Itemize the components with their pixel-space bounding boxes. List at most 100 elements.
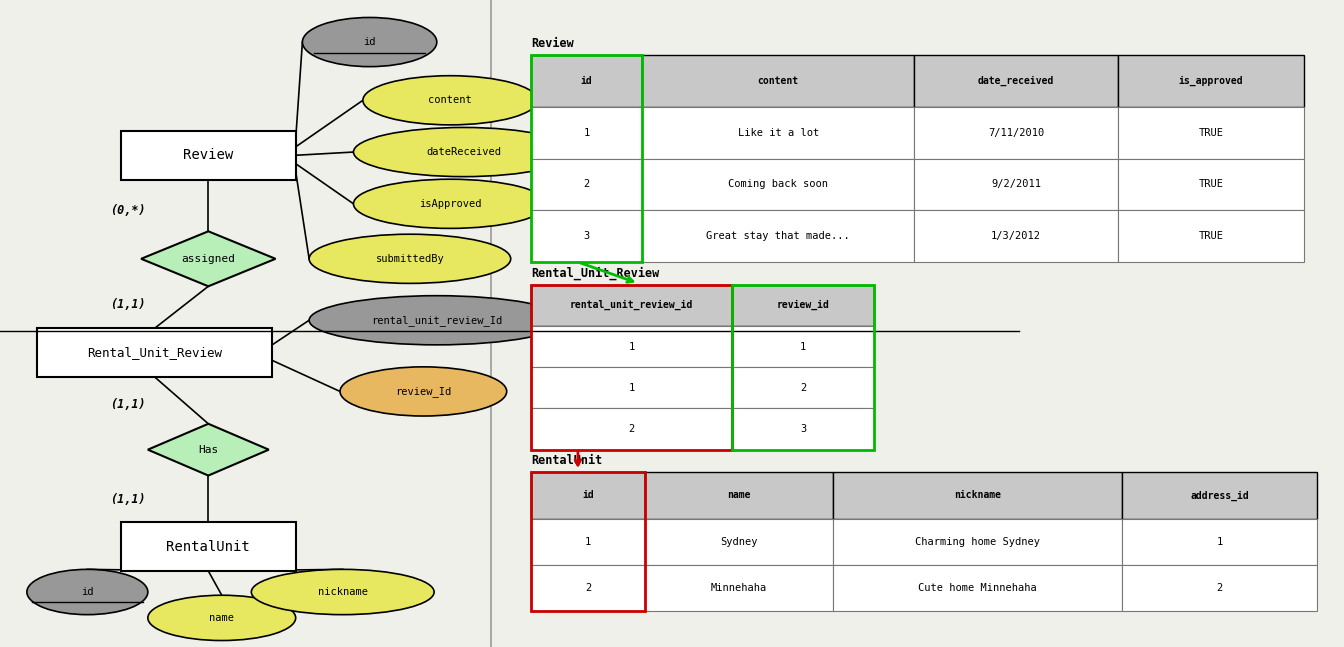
Bar xyxy=(645,519,833,565)
Text: id: id xyxy=(81,587,94,597)
Text: id: id xyxy=(582,490,594,501)
Bar xyxy=(531,159,642,210)
Text: 2: 2 xyxy=(800,383,806,393)
Bar xyxy=(642,107,914,159)
Bar xyxy=(531,565,645,611)
Text: Charming home Sydney: Charming home Sydney xyxy=(915,537,1040,547)
Bar xyxy=(121,523,296,571)
Polygon shape xyxy=(141,232,276,286)
Bar xyxy=(531,326,732,367)
Bar xyxy=(1118,55,1304,107)
Text: review_Id: review_Id xyxy=(395,386,452,397)
Text: id: id xyxy=(581,76,593,86)
Text: 1: 1 xyxy=(800,342,806,351)
Bar xyxy=(914,159,1118,210)
Text: 1/3/2012: 1/3/2012 xyxy=(991,231,1042,241)
Ellipse shape xyxy=(353,127,574,177)
Bar xyxy=(732,326,874,367)
Bar xyxy=(642,55,914,107)
Bar xyxy=(531,210,642,262)
Text: Sydney: Sydney xyxy=(720,537,758,547)
Text: 7/11/2010: 7/11/2010 xyxy=(988,127,1044,138)
Text: name: name xyxy=(727,490,751,501)
Text: Cute home Minnehaha: Cute home Minnehaha xyxy=(918,583,1038,593)
Text: TRUE: TRUE xyxy=(1199,127,1223,138)
Text: 3: 3 xyxy=(800,424,806,434)
Bar xyxy=(531,55,642,107)
Text: Review: Review xyxy=(183,148,234,162)
Text: TRUE: TRUE xyxy=(1199,179,1223,190)
Text: dateReceived: dateReceived xyxy=(426,147,501,157)
Bar xyxy=(1122,472,1317,519)
Bar xyxy=(531,55,642,262)
Bar xyxy=(531,472,645,611)
Bar xyxy=(914,55,1118,107)
Bar xyxy=(645,565,833,611)
Text: 1: 1 xyxy=(583,127,590,138)
Ellipse shape xyxy=(302,17,437,67)
Bar xyxy=(642,210,914,262)
Text: assigned: assigned xyxy=(181,254,235,264)
Text: Rental_Unit_Review: Rental_Unit_Review xyxy=(87,346,222,359)
Ellipse shape xyxy=(309,234,511,283)
Text: nickname: nickname xyxy=(317,587,368,597)
Bar xyxy=(732,408,874,450)
Text: date_received: date_received xyxy=(978,76,1055,86)
Bar xyxy=(914,107,1118,159)
Text: rental_unit_review_Id: rental_unit_review_Id xyxy=(371,315,503,325)
Ellipse shape xyxy=(251,569,434,615)
Text: 2: 2 xyxy=(585,583,591,593)
Bar xyxy=(833,519,1122,565)
Bar xyxy=(732,285,874,450)
Text: RentalUnit: RentalUnit xyxy=(531,454,602,467)
Bar xyxy=(531,285,732,450)
Text: rental_unit_review_id: rental_unit_review_id xyxy=(570,300,694,311)
Text: (1,1): (1,1) xyxy=(110,298,145,311)
Text: Rental_Unit_Review: Rental_Unit_Review xyxy=(531,266,659,280)
Ellipse shape xyxy=(309,296,564,345)
Text: Like it a lot: Like it a lot xyxy=(738,127,818,138)
Text: Has: Has xyxy=(198,444,219,455)
Bar xyxy=(732,367,874,408)
Ellipse shape xyxy=(148,595,296,641)
Text: 9/2/2011: 9/2/2011 xyxy=(991,179,1042,190)
Bar xyxy=(531,285,732,326)
Text: address_id: address_id xyxy=(1191,490,1249,501)
Text: 1: 1 xyxy=(585,537,591,547)
Text: 2: 2 xyxy=(629,424,634,434)
Bar xyxy=(833,565,1122,611)
Bar xyxy=(121,131,296,179)
Bar xyxy=(642,159,914,210)
Text: Minnehaha: Minnehaha xyxy=(711,583,767,593)
Text: (1,1): (1,1) xyxy=(110,493,145,506)
Text: (1,1): (1,1) xyxy=(110,398,145,411)
Ellipse shape xyxy=(340,367,507,416)
Polygon shape xyxy=(148,424,269,476)
Bar xyxy=(914,210,1118,262)
Text: Coming back soon: Coming back soon xyxy=(728,179,828,190)
Bar xyxy=(531,367,732,408)
Text: name: name xyxy=(210,613,234,623)
Text: content: content xyxy=(429,95,472,105)
Bar xyxy=(732,285,874,326)
Text: (0,*): (0,*) xyxy=(110,204,145,217)
Text: id: id xyxy=(363,37,376,47)
Text: 1: 1 xyxy=(629,342,634,351)
Bar xyxy=(531,519,645,565)
Text: review_id: review_id xyxy=(777,300,829,311)
Text: 1: 1 xyxy=(629,383,634,393)
Bar xyxy=(833,472,1122,519)
Ellipse shape xyxy=(363,76,538,125)
Bar xyxy=(1118,159,1304,210)
Text: 1: 1 xyxy=(1216,537,1223,547)
Text: Great stay that made...: Great stay that made... xyxy=(707,231,849,241)
Bar xyxy=(1118,210,1304,262)
Bar xyxy=(531,408,732,450)
Text: content: content xyxy=(758,76,798,86)
Text: TRUE: TRUE xyxy=(1199,231,1223,241)
Bar xyxy=(645,472,833,519)
Bar xyxy=(1118,107,1304,159)
Ellipse shape xyxy=(27,569,148,615)
Bar xyxy=(531,107,642,159)
Text: Review: Review xyxy=(531,37,574,50)
